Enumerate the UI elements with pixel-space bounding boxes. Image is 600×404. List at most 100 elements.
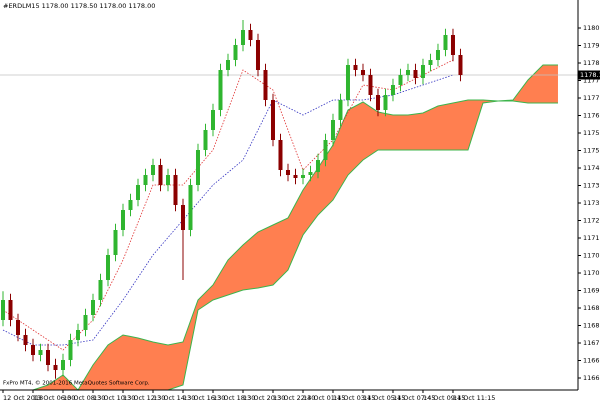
candle-body [203,130,208,150]
candle-body [285,170,290,175]
candle-body [330,120,335,140]
y-tick-label: 1170.95 [583,252,600,260]
x-tick-label: 13 Oct 12:30 [123,394,165,402]
current-price-label: 1178.17 [580,71,600,79]
candle-body [38,350,43,355]
candle-body [30,345,35,355]
x-tick-label: 14 Oct 07:45 [393,394,435,402]
candle-body [390,85,395,95]
current-price-box [578,70,600,80]
candle-body [45,350,50,365]
candle-body [53,365,58,370]
candle-body [270,100,275,140]
x-tick-label: 13 Oct 20:30 [243,394,285,402]
candle-body [180,205,185,230]
y-tick-label: 1172.35 [583,217,600,225]
candle-body [368,75,373,95]
candle-body [345,65,350,100]
candle-body [360,70,365,75]
candle-body [435,50,440,60]
x-tick-label: 14 Oct 01:15 [303,394,345,402]
candle-body [8,300,13,320]
candle-body [443,35,448,50]
candle-body [128,200,133,210]
y-tick-label: 1180.05 [583,24,600,32]
candle-body [248,30,253,40]
y-tick-label: 1171.65 [583,234,600,242]
y-tick-label: 1168.85 [583,304,600,312]
candle-body [300,175,305,178]
candle-body [413,70,418,78]
y-tick-label: 1179.35 [583,42,600,50]
candle-body [188,185,193,230]
candle-body [173,175,178,205]
plot-area [0,20,578,391]
candle-body [15,320,20,335]
x-tick-label: 14 Oct 05:15 [363,394,405,402]
x-tick-label: 14 Oct 03:15 [333,394,375,402]
candle-body [308,172,313,175]
candle-body [0,300,5,320]
candle-body [98,280,103,300]
candle-body [150,165,155,175]
chart-title: #ERDLM15 1178.00 1178.50 1178.00 1178.00 [3,2,155,10]
candle-body [383,95,388,110]
x-tick-label: 13 Oct 16:30 [183,394,225,402]
x-tick-label: 13 Oct 14:30 [153,394,195,402]
y-tick-label: 1178.65 [583,59,600,67]
y-tick-label: 1175.15 [583,147,600,155]
x-tick-label: 13 Oct 06:00 [33,394,75,402]
candle-body [113,230,118,255]
candle-body [225,60,230,70]
x-tick-label: 14 Oct 09:15 [423,394,465,402]
y-tick-label: 1167.45 [583,339,600,347]
copyright: FxPro MT4, © 2001-2016 MetaQuotes Softwa… [3,380,150,387]
candle-body [255,40,260,70]
cloud-edge [2,64,558,391]
candle-body [323,140,328,160]
x-tick-label: 12 Oct 2018 [3,394,43,402]
candle-body [135,185,140,200]
y-tick-label: 1173.75 [583,182,600,190]
candle-body [405,70,410,75]
candle-body [105,255,110,280]
candle-body [158,165,163,185]
candle-body [375,95,380,110]
candle-body [353,65,358,70]
candle-body [263,70,268,100]
candle-body [195,150,200,185]
y-tick-label: 1177.25 [583,94,600,102]
candle-body [68,340,73,360]
candle-body [23,335,28,345]
x-tick-label: 13 Oct 22:30 [273,394,315,402]
y-tick-label: 1176.55 [583,112,600,120]
candle-body [293,175,298,178]
candle-body [60,360,65,370]
x-tick-label: 13 Oct 18:30 [213,394,255,402]
y-tick-label: 1168.15 [583,322,600,330]
x-tick-label: 14 Oct 11:15 [453,394,495,402]
candle-body [398,75,403,85]
candle-body [233,45,238,60]
x-tick-label: 13 Oct 08:30 [63,394,105,402]
candle-body [278,140,283,170]
candle-body [120,210,125,230]
candle-body [143,175,148,185]
candle-body [428,60,433,65]
y-tick-label: 1169.55 [583,287,600,295]
x-tick-label: 13 Oct 10:30 [93,394,135,402]
candle-body [240,30,245,45]
candle-body [210,110,215,130]
candle-body [315,160,320,172]
candle-body [165,175,170,185]
y-tick-label: 1174.45 [583,164,600,172]
y-tick-label: 1177.95 [583,77,600,85]
y-tick-label: 1166.05 [583,374,600,382]
y-tick-label: 1170.25 [583,269,600,277]
candle-body [83,315,88,330]
candle-body [338,100,343,120]
candle-body [458,55,463,75]
candle-body [75,330,80,340]
candle-body [450,35,455,55]
candle-body [90,300,95,315]
